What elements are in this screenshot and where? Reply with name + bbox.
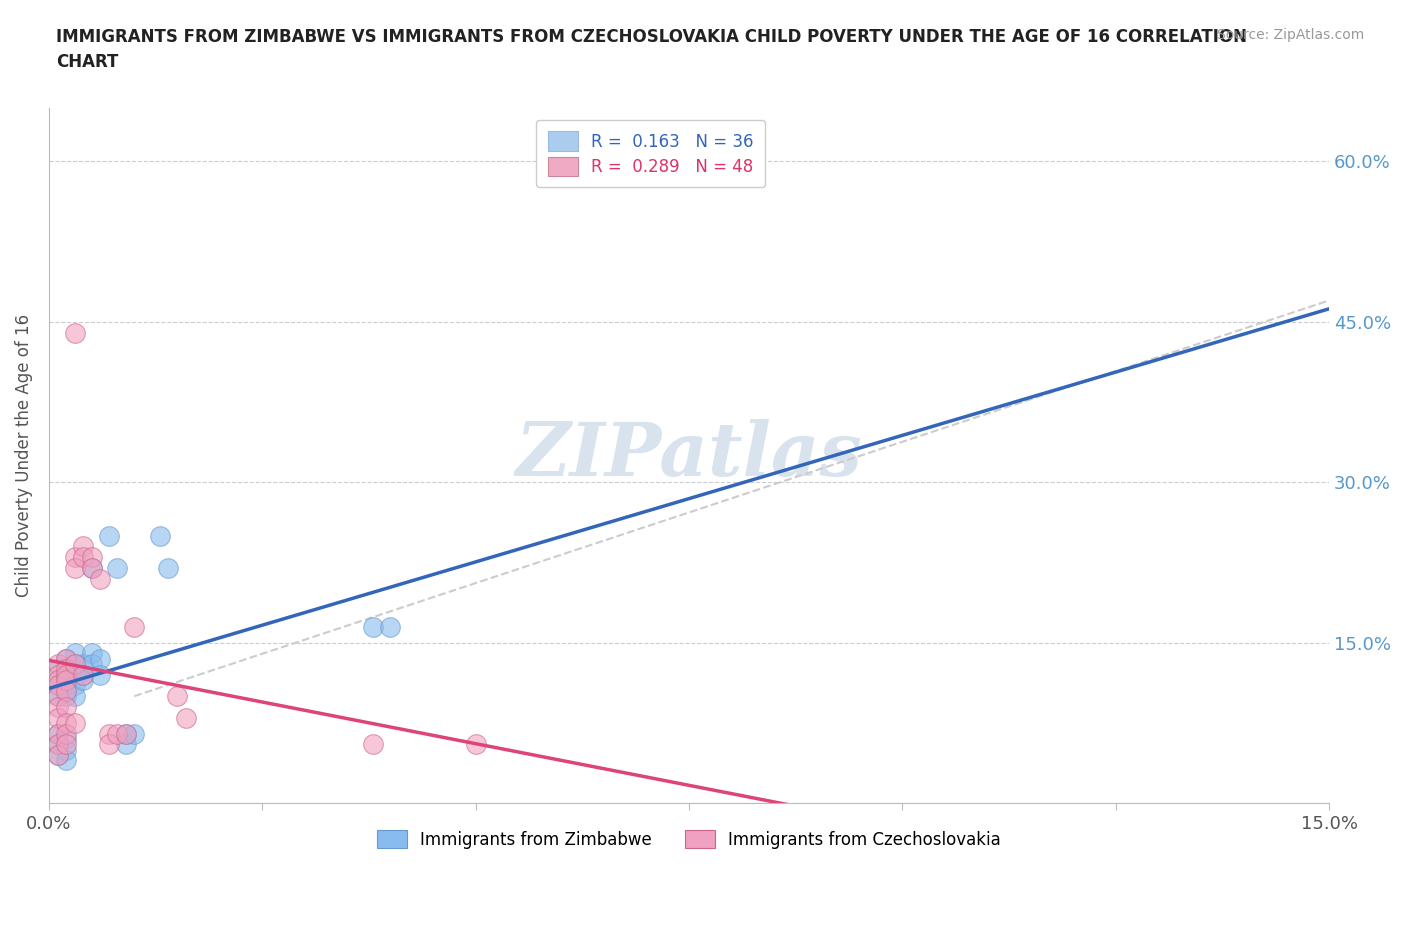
Point [80, 550, 103, 565]
Point [55, 732, 77, 747]
Legend: Immigrants from Zimbabwe, Immigrants from Czechoslovakia: Immigrants from Zimbabwe, Immigrants fro… [368, 822, 1010, 857]
Point [80, 561, 103, 576]
Point [72, 657, 94, 671]
Point [55, 737, 77, 751]
Point [55, 672, 77, 687]
Point [46, 678, 69, 693]
Point [361, 619, 384, 634]
Point [55, 684, 77, 698]
Point [124, 619, 146, 634]
Point [63, 657, 86, 671]
Point [361, 737, 384, 751]
Point [124, 726, 146, 741]
Point [63, 668, 86, 683]
Point [46, 657, 69, 671]
Point [55, 689, 77, 704]
Point [55, 726, 77, 741]
Point [105, 561, 128, 576]
Point [63, 678, 86, 693]
Point [174, 711, 197, 725]
Point [380, 619, 402, 634]
Point [55, 742, 77, 757]
Point [72, 550, 94, 565]
Point [72, 668, 94, 683]
Text: Source: ZipAtlas.com: Source: ZipAtlas.com [1216, 28, 1364, 42]
Point [46, 689, 69, 704]
Point [63, 657, 86, 671]
Point [114, 726, 136, 741]
Point [89, 571, 111, 586]
Point [114, 726, 136, 741]
Text: IMMIGRANTS FROM ZIMBABWE VS IMMIGRANTS FROM CZECHOSLOVAKIA CHILD POVERTY UNDER T: IMMIGRANTS FROM ZIMBABWE VS IMMIGRANTS F… [56, 28, 1247, 71]
Point [46, 737, 69, 751]
Point [46, 689, 69, 704]
Point [46, 662, 69, 677]
Point [63, 550, 86, 565]
Point [114, 737, 136, 751]
Point [55, 651, 77, 666]
Point [46, 668, 69, 683]
Point [55, 684, 77, 698]
Point [55, 668, 77, 683]
Point [46, 748, 69, 763]
Point [55, 651, 77, 666]
Point [80, 561, 103, 576]
Point [55, 699, 77, 714]
Point [97, 528, 120, 543]
Point [46, 726, 69, 741]
Point [72, 668, 94, 683]
Point [63, 326, 86, 340]
Point [46, 737, 69, 751]
Point [46, 699, 69, 714]
Point [55, 753, 77, 768]
Point [55, 662, 77, 677]
Point [46, 672, 69, 687]
Point [97, 726, 120, 741]
Point [63, 689, 86, 704]
Point [55, 715, 77, 730]
Point [46, 711, 69, 725]
Point [89, 651, 111, 666]
Y-axis label: Child Poverty Under the Age of 16: Child Poverty Under the Age of 16 [15, 314, 32, 597]
Point [46, 678, 69, 693]
Point [55, 668, 77, 683]
Point [63, 715, 86, 730]
Point [166, 689, 188, 704]
Point [149, 528, 172, 543]
Point [63, 561, 86, 576]
Point [80, 646, 103, 661]
Text: ZIPatlas: ZIPatlas [516, 419, 862, 492]
Point [464, 737, 486, 751]
Point [46, 726, 69, 741]
Point [55, 672, 77, 687]
Point [105, 726, 128, 741]
Point [97, 737, 120, 751]
Point [157, 561, 180, 576]
Point [80, 657, 103, 671]
Point [63, 646, 86, 661]
Point [46, 748, 69, 763]
Point [89, 668, 111, 683]
Point [72, 539, 94, 554]
Point [72, 672, 94, 687]
